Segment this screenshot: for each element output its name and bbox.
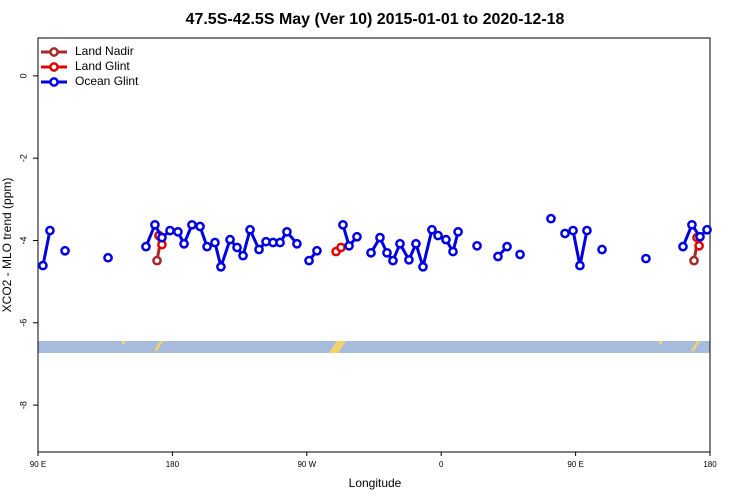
y-axis-label: XCO2 - MLO trend (ppm): [0, 178, 14, 313]
point: [45, 225, 55, 236]
plot-frame: [37, 37, 711, 453]
point: [418, 261, 428, 272]
point: [152, 255, 162, 266]
point: [195, 221, 205, 232]
x-axis-label: Longitude: [349, 476, 402, 490]
point: [232, 242, 242, 253]
point: [312, 245, 322, 256]
legend-label: Land Glint: [75, 59, 130, 73]
point: [568, 225, 578, 236]
point: [275, 237, 285, 248]
point: [641, 253, 651, 264]
point: [694, 240, 704, 251]
point: [695, 231, 705, 242]
point: [395, 238, 405, 249]
point: [404, 254, 414, 265]
point: [382, 247, 392, 258]
x-tick-label: 90 E: [30, 460, 46, 469]
point: [493, 251, 503, 262]
legend-marker: [49, 47, 59, 57]
point: [560, 228, 570, 239]
y-tick-label: 0: [18, 73, 28, 78]
point: [448, 246, 458, 257]
point: [678, 241, 688, 252]
point: [582, 225, 592, 236]
point: [597, 244, 607, 255]
point: [238, 250, 248, 261]
y-tick-label: -8: [18, 401, 28, 409]
point: [173, 226, 183, 237]
point: [225, 234, 235, 245]
land: [691, 341, 700, 351]
land: [122, 341, 125, 344]
point: [702, 224, 712, 235]
legend-marker: [49, 62, 59, 72]
land: [154, 341, 163, 351]
point: [150, 219, 160, 230]
point: [282, 226, 292, 237]
point: [157, 232, 167, 243]
point: [202, 241, 212, 252]
land: [659, 341, 662, 344]
legend-label: Ocean Glint: [75, 74, 139, 88]
x-tick-label: 90 E: [567, 460, 583, 469]
point: [687, 219, 697, 230]
point: [388, 255, 398, 266]
point: [187, 219, 197, 230]
y-tick-label: -6: [18, 319, 28, 327]
point: [441, 234, 451, 245]
chart-title: 47.5S-42.5S May (Ver 10) 2015-01-01 to 2…: [186, 11, 565, 28]
point: [304, 255, 314, 266]
point: [103, 252, 113, 263]
ocean-strip: [38, 341, 710, 353]
legend-label: Land Nadir: [75, 44, 134, 58]
point: [344, 240, 354, 251]
point: [336, 242, 346, 253]
point: [546, 213, 556, 224]
x-tick-label: 180: [703, 460, 717, 469]
point: [60, 245, 70, 256]
point: [338, 219, 348, 230]
point: [515, 249, 525, 260]
land: [329, 341, 346, 353]
x-tick-label: 180: [166, 460, 180, 469]
point: [292, 238, 302, 249]
land-ocean-strip: [38, 341, 710, 353]
point: [165, 225, 175, 236]
y-tick-label: -2: [18, 154, 28, 162]
point: [575, 260, 585, 271]
point: [210, 237, 220, 248]
point: [427, 224, 437, 235]
point: [352, 231, 362, 242]
point: [245, 224, 255, 235]
point: [502, 241, 512, 252]
point: [254, 244, 264, 255]
legend-marker: [49, 77, 59, 87]
point: [411, 238, 421, 249]
x-tick-label: 90 W: [297, 460, 316, 469]
point: [433, 230, 443, 241]
point: [141, 241, 151, 252]
point: [216, 261, 226, 272]
point: [366, 247, 376, 258]
x-tick-label: 0: [439, 460, 444, 469]
y-tick-label: -4: [18, 236, 28, 244]
point: [472, 240, 482, 251]
point: [38, 260, 48, 271]
point: [179, 238, 189, 249]
point: [689, 255, 699, 266]
point: [375, 232, 385, 243]
point: [453, 226, 463, 237]
